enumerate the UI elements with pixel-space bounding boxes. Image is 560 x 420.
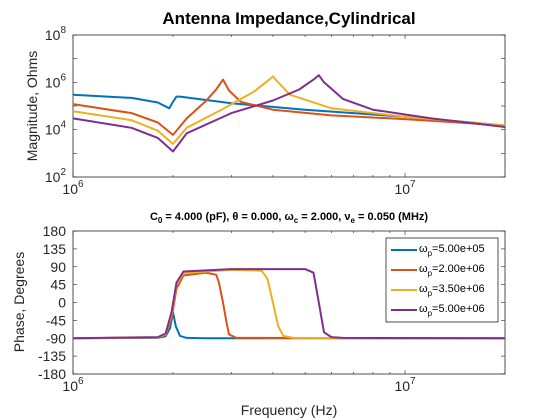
bottom-series-line-4 — [72, 268, 506, 340]
legend-label-3: ωp=3.50e+06 — [419, 283, 485, 298]
top-series-line-2 — [72, 78, 506, 136]
subtitle-c-value: = 4.000 (pF), — [162, 211, 232, 223]
legend-label-2: ωp=2.00e+06 — [419, 263, 485, 278]
subtitle-theta-value: = 0.000, — [238, 211, 284, 223]
subtitle-omega-value: = 2.000, — [298, 211, 344, 223]
bottom-y-tick-label: 135 — [43, 241, 67, 257]
bottom-y-tick-label: 0 — [58, 295, 66, 311]
bottom-x-tick-label: 107 — [394, 376, 416, 394]
legend: ωp=5.00e+05 ωp=2.00e+06 ωp=3.50e+06 ωp=5.00… — [385, 237, 499, 323]
bottom-series-group — [72, 268, 506, 340]
top-y-tick-label: 102 — [45, 167, 67, 185]
bottom-axis-ticks: 106 107 180 135 90 45 0-45 -90 -135 -180 — [38, 223, 506, 394]
bottom-y-tick-label: 180 — [43, 223, 67, 239]
top-series-line-1 — [72, 93, 506, 127]
top-series-group — [72, 74, 506, 153]
top-y-tick-label: 104 — [45, 120, 67, 138]
subtitle-c-subscript: 0 — [158, 216, 163, 225]
bottom-y-tick-label: -180 — [38, 366, 66, 382]
bottom-y-tick-label: -45 — [46, 312, 66, 328]
top-y-tick-label: 106 — [45, 72, 67, 90]
bottom-y-tick-label: -90 — [46, 330, 66, 346]
subtitle-nu-value: = 0.050 (MHz) — [355, 211, 428, 223]
subtitle-theta-symbol: θ — [232, 211, 238, 223]
top-x-tick-label: 106 — [62, 179, 84, 197]
bottom-y-tick-label: 45 — [50, 277, 66, 293]
legend-label-4: ωp=5.00e+06 — [419, 303, 485, 318]
top-series-line-4 — [72, 74, 506, 153]
chart-title: Antenna Impedance,Cylindrical — [162, 9, 415, 28]
subtitle-nu-symbol: ν — [344, 211, 350, 223]
subtitle-omega-symbol: ω — [284, 211, 293, 223]
subtitle-omega-subscript: c — [294, 216, 299, 225]
top-axes-box — [72, 34, 506, 178]
bottom-x-axis-label: Frequency (Hz) — [241, 402, 337, 418]
bottom-y-axis-label: Phase, Degrees — [11, 252, 27, 352]
bottom-y-tick-label: -135 — [38, 348, 66, 364]
top-axis-ticks: 106 107 102 104 106 108 — [45, 25, 506, 197]
subtitle-nu-subscript: e — [351, 216, 356, 225]
legend-label-1: ωp=5.00e+05 — [419, 243, 485, 258]
top-y-axis-label: Magnitude, Ohms — [24, 51, 40, 162]
subtitle-c-symbol: C — [150, 211, 158, 223]
bottom-x-tick-label: 106 — [62, 376, 84, 394]
top-x-tick-label: 107 — [394, 179, 416, 197]
bottom-y-tick-label: 90 — [50, 259, 66, 275]
top-series-line-3 — [72, 75, 506, 145]
chart-subtitle: C0 = 4.000 (pF), θ = 0.000, ωc = 2.000, … — [150, 211, 428, 225]
legend-box — [385, 237, 499, 323]
top-y-tick-label: 108 — [45, 25, 67, 43]
